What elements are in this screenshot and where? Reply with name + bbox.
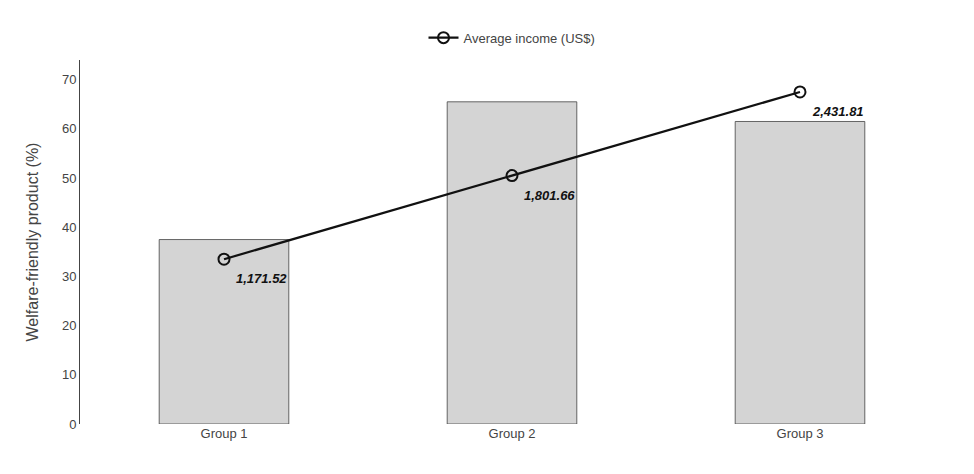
svg-text:50: 50 — [62, 171, 76, 186]
svg-text:Average income (US$): Average income (US$) — [464, 31, 595, 46]
svg-text:2,431.81: 2,431.81 — [812, 104, 864, 119]
svg-text:30: 30 — [62, 269, 76, 284]
svg-text:1,801.66: 1,801.66 — [524, 188, 575, 203]
svg-text:10: 10 — [62, 367, 76, 382]
svg-text:0: 0 — [69, 417, 76, 432]
svg-text:Group 3: Group 3 — [777, 426, 824, 441]
svg-text:Group 1: Group 1 — [201, 426, 248, 441]
svg-text:Group 2: Group 2 — [489, 426, 536, 441]
svg-text:1,171.52: 1,171.52 — [236, 271, 287, 286]
svg-text:40: 40 — [62, 220, 76, 235]
svg-text:70: 70 — [62, 72, 76, 87]
svg-text:20: 20 — [62, 318, 76, 333]
svg-text:Welfare-friendly product (%): Welfare-friendly product (%) — [24, 143, 41, 342]
svg-text:60: 60 — [62, 121, 76, 136]
